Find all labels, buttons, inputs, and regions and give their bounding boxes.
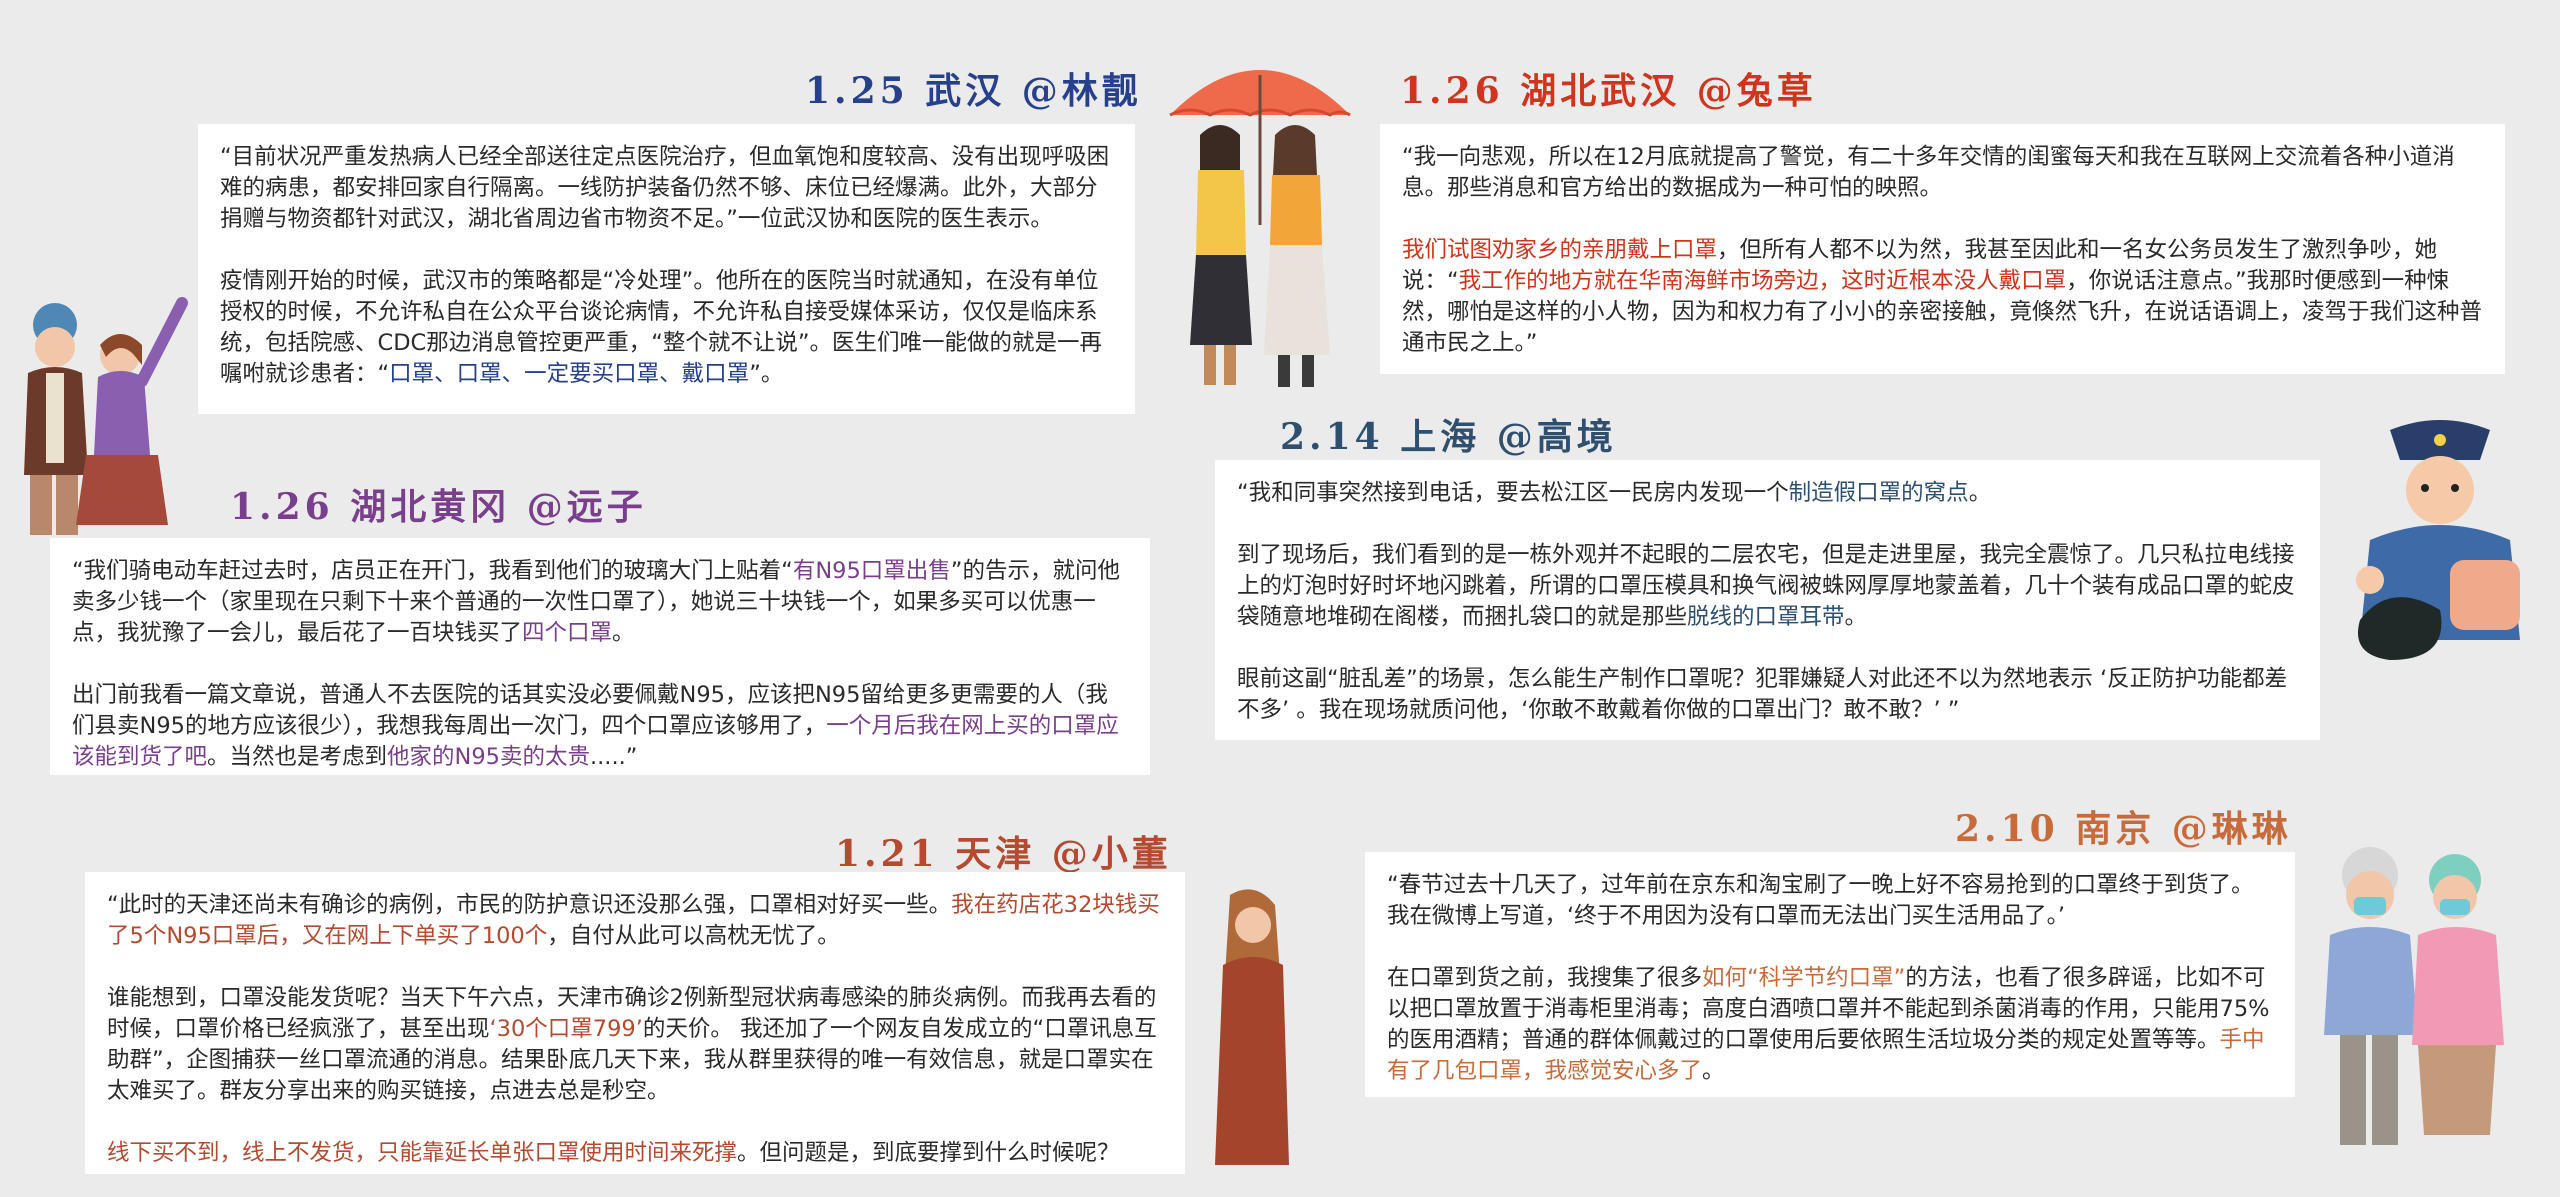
highlight-text: 我工作的地方就在华南海鲜市场旁边，这时近根本没人戴口罩 — [1458, 268, 2067, 294]
story-paragraph: 谁能想到，口罩没能发货呢？当天下午六点，天津市确诊2例新型冠状病毒感染的肺炎病例… — [107, 985, 1157, 1104]
story-paragraph: 线下买不到，线上不发货，只能靠延长单张口罩使用时间来死撑。但问题是，到底要撑到什… — [107, 1140, 1120, 1166]
story-paragraph: “我和同事突然接到电话，要去松江区一民房内发现一个制造假口罩的窝点。 — [1237, 480, 1992, 506]
story-paragraph: 出门前我看一篇文章说，普通人不去医院的话其实没必要佩戴N95，应该把N95留给更… — [72, 682, 1119, 770]
story-card-shanghai: “我和同事突然接到电话，要去松江区一民房内发现一个制造假口罩的窝点。 到了现场后… — [1215, 460, 2320, 740]
story-header-huanggang: 1.26 湖北黄冈 @远子 — [230, 486, 647, 528]
police-officer-illustration — [2356, 420, 2520, 660]
story-header-nanjing: 2.10 南京 @琳琳 — [1955, 808, 2292, 850]
story-header-shanghai: 2.14 上海 @高境 — [1280, 416, 1617, 458]
story-card-wuhan: “目前状况严重发热病人已经全部送往定点医院治疗，但血氧饱和度较高、没有出现呼吸困… — [198, 124, 1135, 414]
story-card-huanggang: “我们骑电动车赶过去时，店员正在开门，我看到他们的玻璃大门上贴着“有N95口罩出… — [50, 538, 1150, 775]
story-paragraph: 眼前这副“脏乱差”的场景，怎么能生产制作口罩呢？犯罪嫌疑人对此还不以为然地表示 … — [1237, 666, 2288, 723]
woman-illustration — [1215, 889, 1289, 1165]
highlight-text: 一个月后我在网上买的口罩应该能到货了吧 — [72, 713, 1119, 770]
story-card-tianjin: “此时的天津还尚未有确诊的病例，市民的防护意识还没那么强，口罩相对好买一些。我在… — [85, 872, 1185, 1174]
highlight-text: 四个口罩 — [522, 620, 613, 646]
highlight-text: 如何“科学节约口罩” — [1702, 965, 1906, 991]
story-header-wuhan: 1.25 武汉 @林靓 — [805, 70, 1142, 112]
highlight-text: 有N95口罩出售 — [792, 558, 951, 584]
elderly-couple-illustration — [2324, 847, 2504, 1145]
story-header-tianjin: 1.21 天津 @小董 — [835, 833, 1172, 875]
highlight-text: 手中有了几包口罩，我感觉安心多了 — [1387, 1027, 2265, 1084]
story-paragraph: “我们骑电动车赶过去时，店员正在开门，我看到他们的玻璃大门上贴着“有N95口罩出… — [72, 558, 1120, 646]
highlight-text: 脱线的口罩耳带 — [1687, 604, 1845, 630]
story-paragraph: “春节过去十几天了，过年前在京东和淘宝刷了一晚上好不容易抢到的口罩终于到货了。我… — [1387, 872, 2254, 929]
highlight-text: 线下买不到，线上不发货，只能靠延长单张口罩使用时间来死撑 — [107, 1140, 738, 1166]
story-paragraph: 我们试图劝家乡的亲朋戴上口罩，但所有人都不以为然，我甚至因此和一名女公务员发生了… — [1402, 237, 2483, 356]
story-paragraph: 到了现场后，我们看到的是一栋外观并不起眼的二层农宅，但是走进里屋，我完全震惊了。… — [1237, 542, 2295, 630]
highlight-text: 口罩、口罩、一定要买口罩、戴口罩 — [389, 361, 750, 387]
story-card-hubei-wuhan: “我一向悲观，所以在12月底就提高了警觉，有二十多年交情的闺蜜每天和我在互联网上… — [1380, 124, 2505, 374]
highlight-text: 他家的N95卖的太贵 — [387, 744, 590, 770]
story-header-hubei-wuhan: 1.26 湖北武汉 @兔草 — [1400, 70, 1817, 112]
umbrella-girls-illustration — [1169, 70, 1351, 387]
story-paragraph: 疫情刚开始的时候，武汉市的策略都是“冷处理”。他所在的医院当时就通知，在没有单位… — [220, 268, 1103, 387]
story-paragraph: “我一向悲观，所以在12月底就提高了警觉，有二十多年交情的闺蜜每天和我在互联网上… — [1402, 144, 2455, 201]
story-card-nanjing: “春节过去十几天了，过年前在京东和淘宝刷了一晚上好不容易抢到的口罩终于到货了。我… — [1365, 852, 2295, 1097]
couple-illustration — [24, 297, 188, 535]
highlight-text: 制造假口罩的窝点 — [1788, 480, 1969, 506]
story-paragraph: “此时的天津还尚未有确诊的病例，市民的防护意识还没那么强，口罩相对好买一些。我在… — [107, 892, 1160, 949]
highlight-text: 我在药店花32块钱买了5个N95口罩后，又在网上下单买了100个 — [107, 892, 1160, 949]
story-paragraph: 在口罩到货之前，我搜集了很多如何“科学节约口罩”的方法，也看了很多辟谣，比如不可… — [1387, 965, 2270, 1084]
highlight-text: ‘30个口罩799’ — [489, 1016, 643, 1042]
highlight-text: 我们试图劝家乡的亲朋戴上口罩 — [1402, 237, 1718, 263]
story-paragraph: “目前状况严重发热病人已经全部送往定点医院治疗，但血氧饱和度较高、没有出现呼吸困… — [220, 144, 1110, 232]
